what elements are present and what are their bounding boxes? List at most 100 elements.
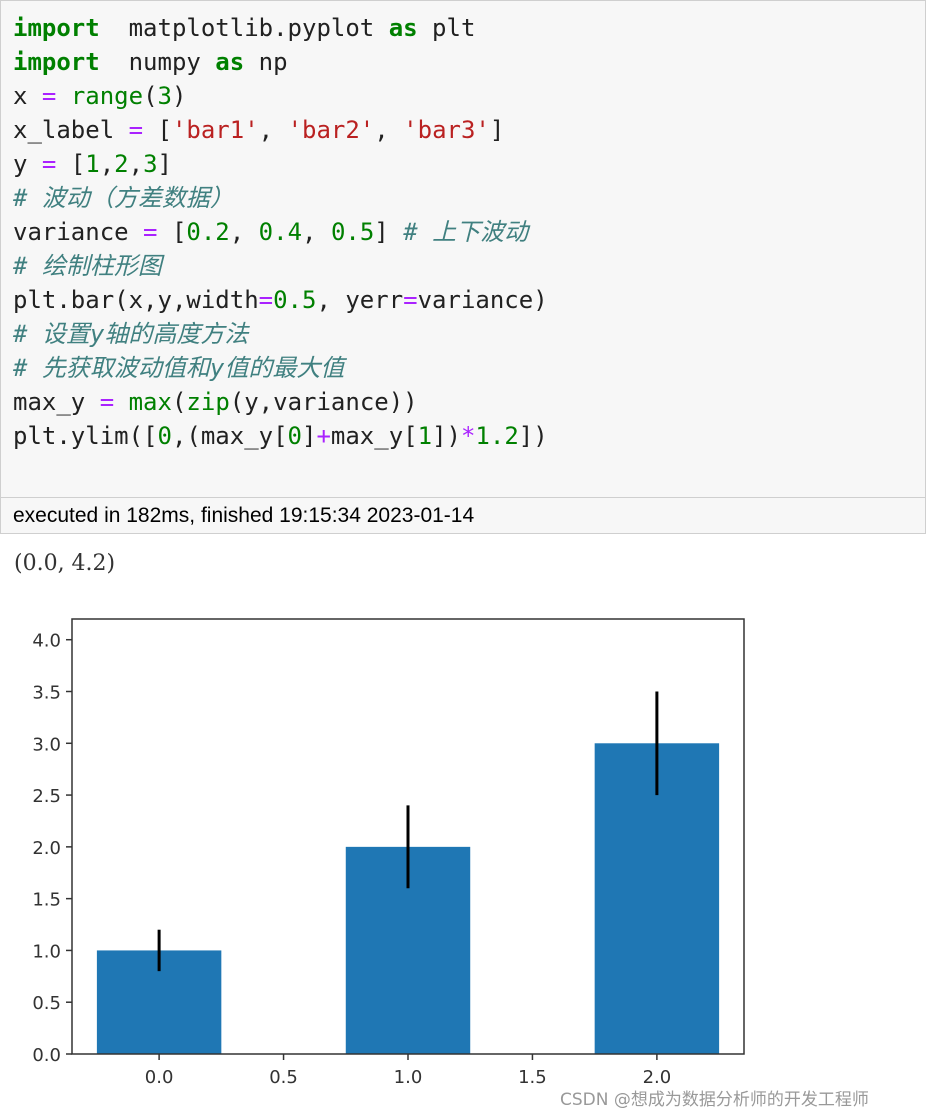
- output-text: (0.0, 4.2): [14, 551, 116, 576]
- code-token: np: [244, 48, 288, 76]
- code-token: ]): [432, 422, 461, 450]
- code-token: import: [13, 14, 100, 42]
- code-line: x_label = ['bar1', 'bar2', 'bar3']: [13, 113, 548, 147]
- x-tick-label: 2.0: [643, 1067, 672, 1088]
- watermark: CSDN @想成为数据分析师的开发工程师: [560, 1090, 869, 1110]
- code-token: ]): [518, 422, 548, 450]
- code-token: ,(max_y[: [171, 422, 288, 450]
- code-token: =: [143, 218, 158, 246]
- code-token: plt.bar(x,y,width: [13, 286, 259, 314]
- x-tick-label: 1.5: [518, 1067, 547, 1088]
- code-token: ,: [374, 116, 404, 144]
- code-token: (y,variance)): [229, 388, 418, 416]
- y-tick-label: 3.5: [32, 683, 61, 704]
- execution-info-bar: executed in 182ms, finished 19:15:34 202…: [0, 497, 926, 534]
- code-token: # 上下波动: [403, 218, 529, 246]
- code-token: [: [157, 218, 187, 246]
- code-cell[interactable]: import matplotlib.pyplot as plt import nu…: [0, 0, 926, 497]
- code-token: +: [316, 422, 331, 450]
- code-token: =: [403, 286, 418, 314]
- code-token: 1: [85, 150, 100, 178]
- code-token: 0.5: [330, 218, 375, 246]
- code-token: 'bar2': [287, 116, 375, 144]
- y-tick-label: 2.5: [32, 786, 61, 807]
- code-line: variance = [0.2, 0.4, 0.5] # 上下波动: [13, 215, 548, 249]
- code-token: variance): [417, 286, 548, 314]
- code-token: as: [388, 14, 418, 42]
- code-token: y: [13, 150, 42, 178]
- code-token: zip: [186, 388, 230, 416]
- code-line: plt.ylim([0,(max_y[0]+max_y[1])*1.2]): [13, 419, 548, 453]
- code-line: max_y = max(zip(y,variance)): [13, 385, 548, 419]
- code-token: ]: [489, 116, 505, 144]
- code-token: [114, 388, 128, 416]
- code-token: , yerr: [316, 286, 404, 314]
- code-token: max_y[: [330, 422, 418, 450]
- code-token: 1.2: [475, 422, 519, 450]
- y-tick-label: 0.5: [32, 993, 61, 1014]
- execution-status: executed in 182ms, finished 19:15:34 202…: [13, 504, 475, 527]
- y-tick-label: 1.5: [32, 890, 61, 911]
- code-token: ]: [302, 422, 317, 450]
- code-token: ,: [229, 218, 259, 246]
- y-tick-label: 1.0: [32, 941, 61, 962]
- code-token: 0: [287, 422, 302, 450]
- code-token: 0.2: [186, 218, 230, 246]
- code-editor[interactable]: import matplotlib.pyplot as plt import nu…: [13, 11, 548, 453]
- code-token: (: [171, 388, 187, 416]
- code-line: y = [1,2,3]: [13, 147, 548, 181]
- code-token: # 先获取波动值和y值的最大值: [13, 354, 345, 382]
- code-token: =: [99, 388, 115, 416]
- code-token: plt: [417, 14, 476, 42]
- code-token: ): [171, 82, 187, 110]
- code-line: # 绘制柱形图: [13, 249, 548, 283]
- y-tick-label: 3.0: [32, 734, 61, 755]
- code-token: matplotlib.pyplot: [99, 14, 389, 42]
- code-token: 0.4: [258, 218, 303, 246]
- code-token: [: [56, 150, 86, 178]
- code-token: numpy: [99, 48, 216, 76]
- code-token: 3: [157, 82, 172, 110]
- code-line: x = range(3): [13, 79, 548, 113]
- code-token: as: [215, 48, 245, 76]
- code-token: 3: [143, 150, 158, 178]
- code-token: =: [41, 82, 57, 110]
- code-token: =: [128, 116, 144, 144]
- code-token: ,: [128, 150, 144, 178]
- code-token: ,: [302, 218, 331, 246]
- x-tick-label: 0.5: [269, 1067, 298, 1088]
- code-token: ,: [99, 150, 115, 178]
- code-token: plt.ylim([: [13, 422, 158, 450]
- code-token: max: [128, 388, 172, 416]
- code-token: (: [143, 82, 158, 110]
- code-token: ]: [157, 150, 172, 178]
- code-token: 'bar3': [403, 116, 490, 144]
- x-tick-label: 1.0: [394, 1067, 423, 1088]
- code-token: import: [13, 48, 100, 76]
- code-token: 'bar1': [171, 116, 259, 144]
- code-token: ]: [374, 218, 404, 246]
- code-token: *: [460, 422, 476, 450]
- code-token: x: [13, 82, 42, 110]
- code-token: [: [143, 116, 172, 144]
- code-line: import numpy as np: [13, 45, 548, 79]
- code-line: plt.bar(x,y,width=0.5, yerr=variance): [13, 283, 548, 317]
- code-token: # 波动（方差数据）: [13, 184, 234, 212]
- x-tick-label: 0.0: [145, 1067, 174, 1088]
- code-token: x_label: [13, 116, 129, 144]
- code-token: 0: [157, 422, 172, 450]
- code-line: # 先获取波动值和y值的最大值: [13, 351, 548, 385]
- bar-chart: 0.0 0.5 1.0 1.5 2.0 2.5 3.0 3.5 4.0 0.0 0.5 1.0 1.5 2…: [32, 618, 745, 1088]
- y-tick-label: 4.0: [32, 631, 61, 652]
- code-token: ,: [258, 116, 288, 144]
- code-line: # 波动（方差数据）: [13, 181, 548, 215]
- code-token: variance: [13, 218, 144, 246]
- code-token: 0.5: [273, 286, 317, 314]
- code-token: =: [258, 286, 274, 314]
- code-line: import matplotlib.pyplot as plt: [13, 11, 548, 45]
- code-token: # 设置y轴的高度方法: [13, 320, 249, 348]
- code-token: max_y: [13, 388, 100, 416]
- code-token: 1: [417, 422, 433, 450]
- y-tick-label: 0.0: [32, 1045, 61, 1066]
- code-token: [56, 82, 70, 110]
